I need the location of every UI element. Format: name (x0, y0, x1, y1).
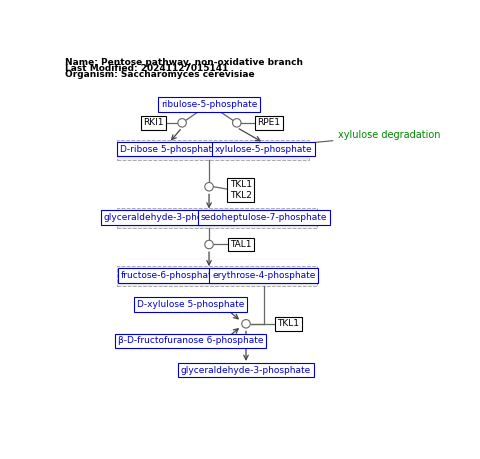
Text: xylulose-5-phosphate: xylulose-5-phosphate (215, 145, 312, 153)
Text: glyceraldehyde-3-phosphate: glyceraldehyde-3-phosphate (181, 365, 311, 375)
Text: Name: Pentose pathway, non-oxidative branch: Name: Pentose pathway, non-oxidative bra… (65, 58, 303, 67)
Text: Organism: Saccharomyces cerevisiae: Organism: Saccharomyces cerevisiae (65, 71, 255, 79)
Circle shape (205, 240, 213, 249)
Circle shape (205, 183, 213, 191)
Text: D-ribose 5-phosphate: D-ribose 5-phosphate (120, 145, 218, 153)
Text: glyceraldehyde-3-phosphate: glyceraldehyde-3-phosphate (104, 213, 234, 222)
Text: xylulose degradation: xylulose degradation (289, 130, 441, 145)
Text: RKI1: RKI1 (144, 118, 164, 127)
Text: erythrose-4-phosphate: erythrose-4-phosphate (212, 271, 315, 280)
Text: β-D-fructofuranose 6-phosphate: β-D-fructofuranose 6-phosphate (118, 336, 264, 345)
FancyBboxPatch shape (117, 140, 309, 160)
Text: RPE1: RPE1 (258, 118, 281, 127)
Circle shape (232, 118, 241, 127)
Text: TAL1: TAL1 (230, 240, 252, 249)
Text: ribulose-5-phosphate: ribulose-5-phosphate (161, 100, 257, 109)
Text: sedoheptulose-7-phosphate: sedoheptulose-7-phosphate (201, 213, 327, 222)
Text: Last Modified: 20241127015141: Last Modified: 20241127015141 (65, 64, 228, 73)
FancyBboxPatch shape (117, 208, 317, 228)
Circle shape (178, 118, 186, 127)
Text: TKL1
TKL2: TKL1 TKL2 (229, 180, 252, 200)
Text: D-xylulose 5-phosphate: D-xylulose 5-phosphate (137, 300, 244, 309)
Text: TKL1: TKL1 (277, 319, 300, 328)
Text: fructose-6-phosphate: fructose-6-phosphate (120, 271, 217, 280)
FancyBboxPatch shape (117, 266, 317, 286)
Circle shape (242, 319, 250, 328)
